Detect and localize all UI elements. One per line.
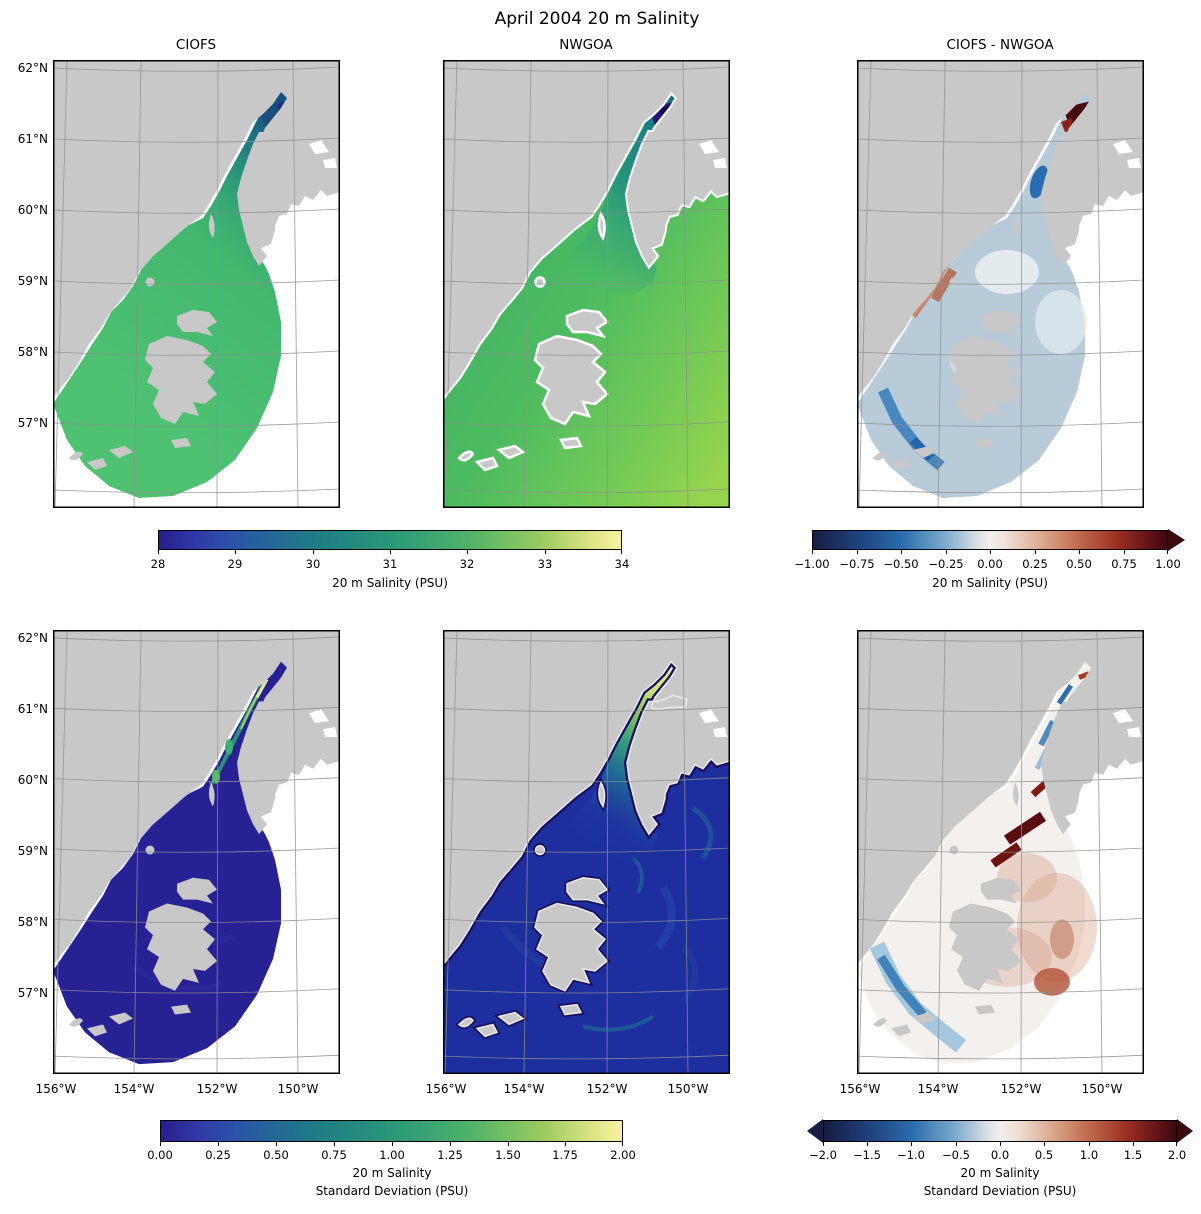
lon-tick: 154°W xyxy=(503,1082,545,1096)
cb3-tick: 1.25 xyxy=(437,1148,463,1162)
cb2-tick: −0.50 xyxy=(883,557,919,571)
map-nwgoa-std xyxy=(443,630,730,1074)
cb4-tick: 0.5 xyxy=(1034,1148,1054,1162)
cb1-tick: 28 xyxy=(150,557,166,571)
cb2-tick: 1.00 xyxy=(1155,557,1181,571)
colorbar-extend-max-arrow xyxy=(1168,529,1185,551)
lat-tick: 62°N xyxy=(17,61,48,75)
cb2-tick: 0.00 xyxy=(977,557,1003,571)
lat-tick: 61°N xyxy=(17,132,48,146)
cb2-tick: 0.50 xyxy=(1066,557,1092,571)
cb3-tick: 1.00 xyxy=(379,1148,405,1162)
lon-tick: 156°W xyxy=(35,1082,77,1096)
colorbar-std-diff xyxy=(823,1120,1177,1142)
lon-tick: 154°W xyxy=(917,1082,959,1096)
cb3-tick: 1.75 xyxy=(552,1148,578,1162)
cb4-tick: 2.0 xyxy=(1167,1148,1187,1162)
lon-tick: 150°W xyxy=(277,1082,319,1096)
cb3-label-line1: 20 m Salinity xyxy=(352,1166,432,1180)
cb3-tick: 0.75 xyxy=(321,1148,347,1162)
colorbar-extend-min-arrow xyxy=(807,1119,823,1143)
map-nwgoa-salinity xyxy=(443,60,730,508)
lon-tick: 150°W xyxy=(667,1082,709,1096)
lat-tick: 60°N xyxy=(17,203,48,217)
cb1-label: 20 m Salinity (PSU) xyxy=(332,576,448,590)
cb4-tick: 0.0 xyxy=(990,1148,1010,1162)
cb3-tick: 1.50 xyxy=(495,1148,521,1162)
cb1-tick: 34 xyxy=(614,557,630,571)
cb1-tick: 29 xyxy=(227,557,243,571)
lon-tick: 150°W xyxy=(1081,1082,1123,1096)
colorbar-extend-max-arrow xyxy=(1177,1119,1193,1143)
lat-tick: 60°N xyxy=(17,773,48,787)
panel-title-ciofs: CIOFS xyxy=(175,37,217,53)
cb1-tick: 31 xyxy=(382,557,398,571)
cb2-tick: −0.25 xyxy=(928,557,964,571)
cb4-tick: −0.5 xyxy=(942,1148,970,1162)
cb4-tick: 1.5 xyxy=(1123,1148,1143,1162)
cb3-tick: 0.25 xyxy=(205,1148,231,1162)
lat-tick: 61°N xyxy=(17,702,48,716)
cb3-label-line2: Standard Deviation (PSU) xyxy=(315,1184,469,1198)
cb1-tick: 32 xyxy=(459,557,475,571)
lat-tick: 59°N xyxy=(17,274,48,288)
colorbar-salinity-diff xyxy=(812,530,1168,550)
map-ciofs-salinity xyxy=(53,60,340,508)
colorbar-std xyxy=(160,1120,623,1142)
lat-tick: 58°N xyxy=(17,345,48,359)
figure-title: April 2004 20 m Salinity xyxy=(494,9,700,29)
panel-title-diff: CIOFS - NWGOA xyxy=(946,37,1054,53)
cb4-tick: −2.0 xyxy=(809,1148,837,1162)
cb3-tick: 0.50 xyxy=(263,1148,289,1162)
cb1-tick: 30 xyxy=(305,557,321,571)
cb4-tick: 1.0 xyxy=(1079,1148,1099,1162)
lat-tick: 58°N xyxy=(17,915,48,929)
map-diff-std xyxy=(857,630,1144,1074)
cb2-tick: 0.75 xyxy=(1111,557,1137,571)
cb4-label-line1: 20 m Salinity xyxy=(960,1166,1040,1180)
cb4-tick: −1.5 xyxy=(853,1148,881,1162)
cb4-label-line2: Standard Deviation (PSU) xyxy=(923,1184,1077,1198)
panel-title-nwgoa: NWGOA xyxy=(559,37,613,53)
cb1-tick: 33 xyxy=(537,557,553,571)
lon-tick: 152°W xyxy=(586,1082,628,1096)
cb2-tick: 0.25 xyxy=(1022,557,1048,571)
lat-tick: 57°N xyxy=(17,986,48,1000)
lat-tick: 59°N xyxy=(17,844,48,858)
lon-tick: 156°W xyxy=(839,1082,881,1096)
cb2-label: 20 m Salinity (PSU) xyxy=(932,576,1048,590)
lat-tick: 62°N xyxy=(17,631,48,645)
map-diff-salinity xyxy=(857,60,1144,508)
cb3-tick: 0.00 xyxy=(147,1148,173,1162)
lon-tick: 156°W xyxy=(425,1082,467,1096)
cb4-tick: −1.0 xyxy=(897,1148,925,1162)
lon-tick: 154°W xyxy=(113,1082,155,1096)
lon-tick: 152°W xyxy=(1000,1082,1042,1096)
cb3-tick: 2.00 xyxy=(610,1148,636,1162)
lon-tick: 152°W xyxy=(196,1082,238,1096)
cb2-tick: −1.00 xyxy=(794,557,830,571)
cb2-tick: −0.75 xyxy=(839,557,875,571)
map-ciofs-std xyxy=(53,630,340,1074)
colorbar-salinity xyxy=(158,530,622,550)
lat-tick: 57°N xyxy=(17,416,48,430)
